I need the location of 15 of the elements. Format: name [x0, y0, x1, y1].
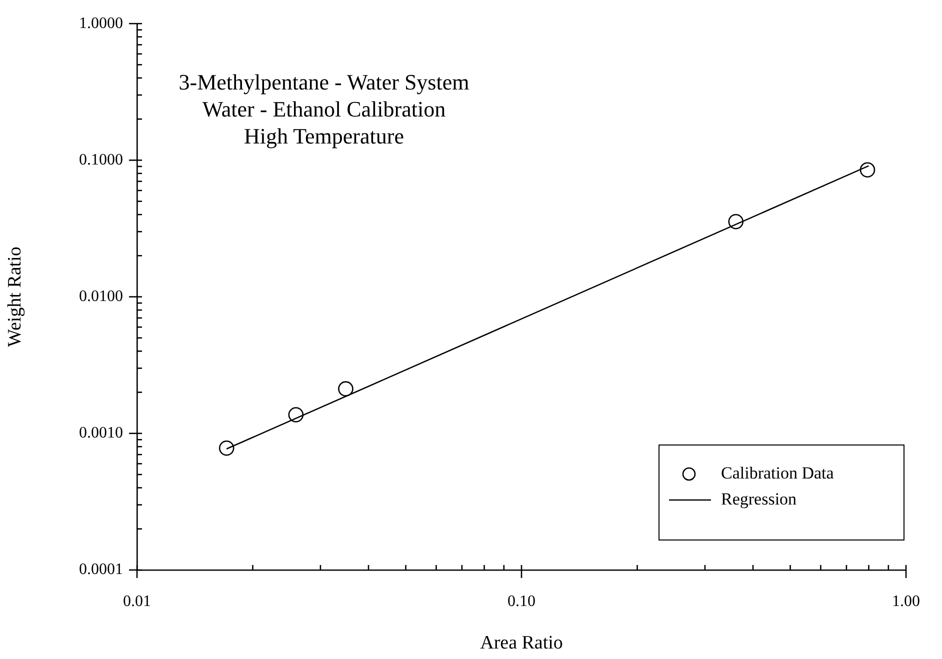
y-tick-label: 0.0100 [79, 288, 123, 306]
legend-label: Regression [721, 489, 798, 508]
annotation: 3-Methylpentane - Water System [178, 69, 470, 94]
y-tick-label: 0.0001 [79, 561, 123, 578]
x-tick-label: 1.00 [892, 592, 920, 610]
x-tick-label: 0.01 [123, 592, 151, 610]
y-tick-label: 1.0000 [79, 14, 123, 32]
legend-label: Calibration Data [721, 463, 834, 482]
y-tick-label: 0.0010 [79, 424, 123, 442]
x-tick-label: 0.10 [508, 592, 536, 610]
y-axis-title: Weight Ratio [4, 246, 26, 347]
x-axis-title: Area Ratio [480, 632, 563, 654]
annotation: Water - Ethanol Calibration [202, 96, 446, 122]
y-tick-label: 0.1000 [79, 151, 123, 168]
annotation: High Temperature [244, 123, 404, 148]
